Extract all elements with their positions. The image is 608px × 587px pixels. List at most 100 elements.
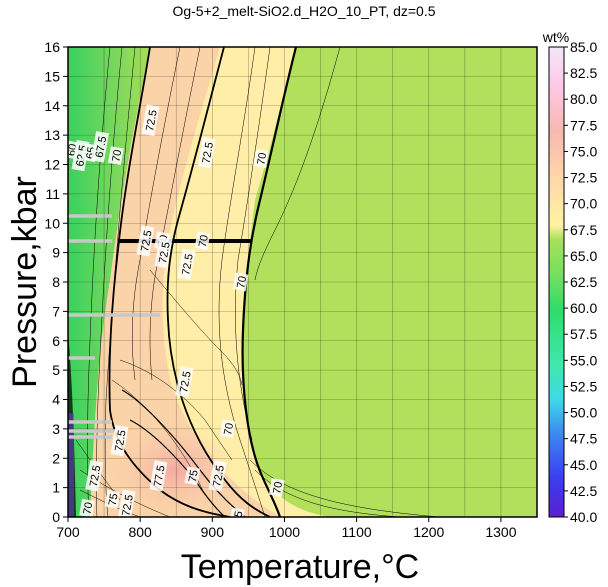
y-tick-label: 11 (45, 186, 60, 202)
x-tick-label: 700 (56, 524, 80, 540)
contour-label-bg (104, 489, 121, 509)
y-tick-label: 5 (52, 362, 60, 378)
contour-fine-8 (254, 47, 341, 281)
contour-label-text: 72.5 (211, 464, 227, 487)
contour-label-bg (253, 149, 269, 168)
colorbar-tick-label: 75.0 (570, 143, 597, 159)
contour-label-text: 70 (235, 275, 249, 289)
contour-label-bg (194, 231, 211, 251)
contour-label-text: 72.5 (200, 141, 216, 164)
contour-label-text: 72.5 (180, 253, 196, 276)
contour-72-5 (166, 47, 271, 517)
contour-label: 70 (268, 478, 285, 497)
colorbar-tick-label: 70.0 (570, 196, 597, 212)
contour-label: 72.5 (175, 366, 194, 398)
contour-label: 72.5 (141, 104, 160, 137)
contour-fine-12 (119, 359, 233, 461)
contour-label-text: 72.5 (113, 429, 129, 452)
y-tick-label: 10 (44, 215, 60, 231)
contour-label-text: 75 (187, 469, 201, 483)
heatmap-purple-patch (68, 413, 74, 517)
contour-label: 75 (104, 489, 121, 509)
contour-label-bg (208, 460, 227, 492)
colorbar-tick-label: 62.5 (570, 274, 597, 290)
contour-label-bg (91, 131, 109, 163)
contour-label: 70 (79, 498, 95, 517)
colorbar-title: wt% (542, 29, 569, 45)
contour-label: 70 (253, 149, 269, 168)
contour-label-bg (154, 236, 173, 269)
colorbar-tick-label: 82.5 (570, 65, 597, 81)
y-tick-label: 6 (52, 333, 60, 349)
contour-label-bg (85, 460, 104, 492)
colorbar-tick-label: 50.0 (570, 405, 597, 421)
colorbar-tick-label: 45.0 (570, 457, 597, 473)
contour-label: 70 (194, 231, 211, 251)
contour-70-left (108, 47, 231, 517)
contour-label-bg (107, 146, 124, 166)
x-tick-label: 1200 (413, 524, 444, 540)
colorbar-tick-label: 60.0 (570, 300, 597, 316)
contour-label-text: 72.5 (157, 241, 173, 264)
contour-label: 70 (232, 272, 249, 292)
heatmap-hotspot (115, 425, 235, 515)
contour-label-bg (268, 478, 285, 497)
contour-label-bg (232, 272, 249, 292)
colorbar-tick-label: 40.0 (570, 509, 597, 525)
x-tick-label: 1300 (485, 524, 516, 540)
x-axis-title: Temperature,°C (181, 548, 419, 586)
x-tick-label: 1000 (269, 524, 300, 540)
contour-label: 72.5 (117, 489, 136, 517)
colorbar-tick-label: 77.5 (570, 117, 597, 133)
contour-label-text: 77.5 (152, 464, 168, 487)
y-tick-label: 15 (44, 68, 60, 84)
contour-70-right (241, 47, 298, 517)
y-tick-label: 14 (44, 98, 60, 114)
colorbar-tick-label: 42.5 (570, 483, 597, 499)
contour-fine-6 (218, 47, 266, 517)
contour-label: 72.5 (208, 460, 227, 492)
contour-label-bg (79, 498, 95, 517)
contour-fine-3 (104, 47, 136, 517)
x-axis: 700 800 900 1000 1100 1200 1300 (56, 517, 517, 540)
grid-lines (68, 47, 537, 517)
contour-label: 77.5 (149, 460, 168, 492)
y-axis-title: Pressure,kbar (6, 176, 44, 388)
contour-label: 70 (219, 419, 236, 439)
x-tick-label: 900 (201, 524, 225, 540)
contour-label-text: 70 (197, 234, 211, 248)
y-tick-label: 12 (44, 157, 60, 173)
grey-dropout-lines (68, 214, 160, 439)
y-tick-label: 0 (52, 509, 60, 525)
heatmap-green-band (68, 47, 150, 517)
y-tick-label: 8 (52, 274, 60, 290)
contour-label-bg (184, 466, 201, 486)
x-tick-label: 1100 (342, 524, 372, 540)
contour-label-bg (149, 460, 168, 492)
contour-label-bg (110, 424, 129, 457)
y-tick-label: 2 (52, 450, 60, 466)
contour-label: 75 (184, 466, 201, 486)
contour-label-text: 75 (107, 492, 121, 506)
contour-label-text: 72.5 (139, 229, 155, 252)
colorbar-tick-label: 47.5 (570, 431, 597, 447)
contour-label: 72.5 (110, 424, 129, 457)
contour-label-text: 70 (110, 149, 124, 163)
contour-label: 72.5 (177, 248, 196, 280)
colorbar-tick-label: 55.0 (570, 352, 597, 368)
colorbar-gradient (548, 46, 565, 518)
y-tick-label: 7 (52, 303, 60, 319)
contour-label: 67.5 (91, 131, 109, 163)
y-tick-label: 9 (52, 245, 60, 261)
chart-title: Og-5+2_melt-SiO2.d_H2O_10_PT, dz=0.5 (172, 3, 435, 19)
contour-label-bg (219, 419, 236, 439)
contour-label-bg (141, 104, 160, 137)
colorbar-tick-label: 67.5 (570, 222, 597, 238)
contour-label-text: 70 (271, 481, 285, 495)
contour-fine-11 (149, 269, 243, 386)
colorbar-ticks: 40.0 42.5 45.0 47.5 50.0 52.5 55.0 57.5 60.0 62.5… (564, 39, 597, 525)
contour-label: 72.5 (85, 460, 104, 492)
contour-label-bg (175, 366, 194, 398)
colorbar-tick-label: 80.0 (570, 91, 597, 107)
